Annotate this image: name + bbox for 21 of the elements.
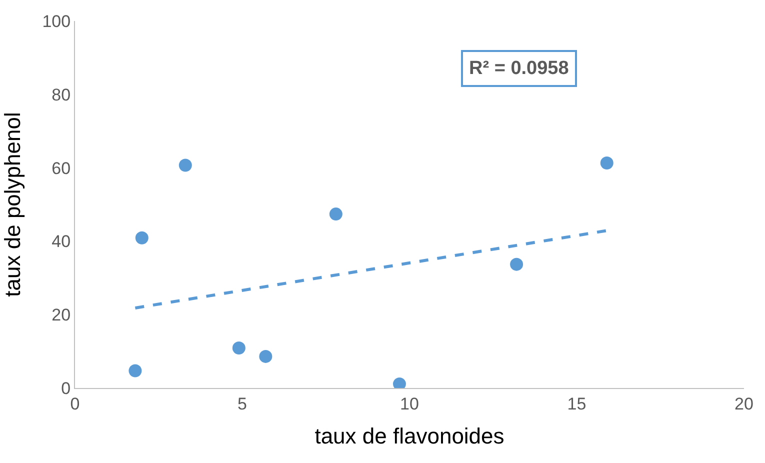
x-tick-label: 20 xyxy=(734,394,754,414)
y-tick-label: 80 xyxy=(52,85,71,104)
point xyxy=(259,350,272,363)
y-tick-label: 20 xyxy=(52,306,71,325)
y-tick-label: 0 xyxy=(61,378,71,398)
point xyxy=(329,208,342,221)
y-axis-title: taux de polyphenol xyxy=(0,112,26,297)
y-tick-label: 60 xyxy=(52,158,71,178)
x-tick-label: 5 xyxy=(238,394,247,414)
annotation: R² = 0.0958 xyxy=(469,58,569,79)
point xyxy=(232,342,246,354)
point xyxy=(178,158,192,172)
x-tick-label: 15 xyxy=(567,394,586,414)
point xyxy=(128,364,142,378)
y-tick-label: 40 xyxy=(52,232,71,252)
x-axis-title: taux de flavonoides xyxy=(314,423,504,448)
x-tick-label: 10 xyxy=(400,394,419,414)
point xyxy=(135,231,148,244)
point xyxy=(600,156,614,170)
y-tick-label: 100 xyxy=(42,12,71,31)
point xyxy=(510,258,524,271)
